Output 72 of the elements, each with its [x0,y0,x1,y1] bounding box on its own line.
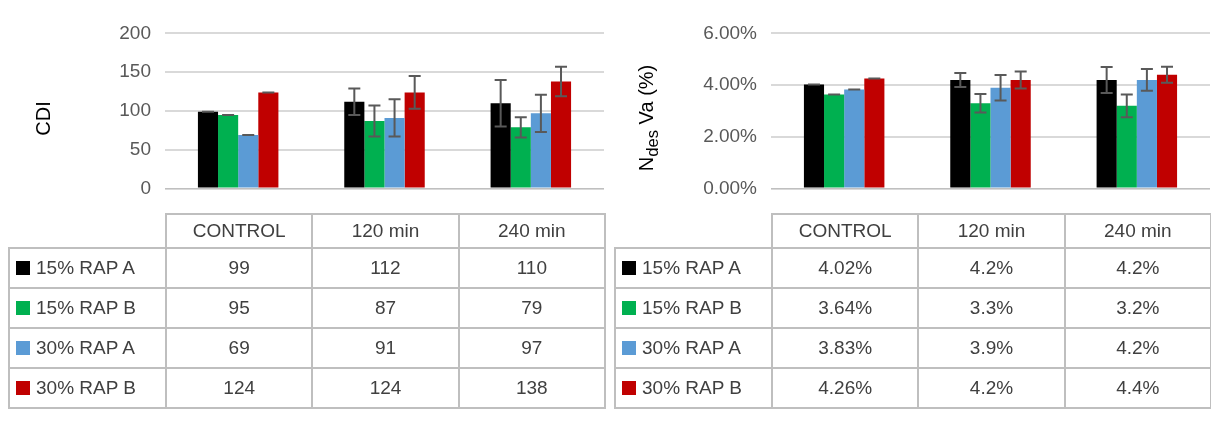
x-tick-label: 240 min [458,214,605,248]
bar [197,111,219,188]
x-tick-label: 240 min [1064,214,1211,248]
legend-label: 15% RAP A [9,248,166,288]
data-label: 3.9% [918,328,1065,368]
bar [824,94,845,188]
legend-label: 30% RAP B [9,368,166,408]
legend-label: 15% RAP B [9,288,166,328]
y-tick-label: 150 [119,60,151,82]
data-label: 95 [166,288,313,328]
data-label: 4.26% [772,368,919,408]
y-tick-label: 200 [119,21,151,43]
bar [1136,79,1157,188]
bar [550,81,572,188]
data-label: 3.64% [772,288,919,328]
bar [530,113,551,188]
x-tick-label: CONTROL [772,214,919,248]
x-tick-label: 120 min [312,214,459,248]
bar [970,103,991,188]
data-label: 97 [458,328,605,368]
data-label: 4.2% [1064,328,1211,368]
data-label: 3.2% [1064,288,1211,328]
bar [364,121,385,188]
legend-label: 15% RAP B [615,288,772,328]
bar [490,103,511,188]
data-label: 112 [312,248,459,288]
bar [238,135,259,188]
bar [404,92,425,188]
data-label: 3.83% [772,328,919,368]
data-label: 4.2% [1064,248,1211,288]
data-label: 99 [166,248,313,288]
y-tick-label: 6.00% [703,21,758,43]
bar [218,114,239,188]
y-tick-label: 100 [119,99,151,121]
bar [1156,74,1178,188]
bar [344,101,365,188]
data-label: 138 [458,368,605,408]
bar [1096,79,1117,188]
data-label: 4.2% [918,368,1065,408]
data-label: 124 [312,368,459,408]
x-tick-label: 120 min [918,214,1065,248]
data-label: 3.3% [918,288,1065,328]
legend-label: 30% RAP A [9,328,166,368]
data-label: 4.4% [1064,368,1211,408]
bar [990,87,1011,188]
y-tick-label: 0 [140,176,151,198]
legend-label: 30% RAP A [615,328,772,368]
bar [803,84,825,188]
legend-label: 15% RAP A [615,248,772,288]
bar [384,117,405,188]
y-tick-label: 0.00% [703,176,758,198]
data-label: 124 [166,368,313,408]
y-tick-label: 50 [129,138,151,160]
data-label: 4.2% [918,248,1065,288]
data-label: 79 [458,288,605,328]
x-tick-label: CONTROL [166,214,313,248]
bar [950,79,971,188]
data-label: 110 [458,248,605,288]
y-tick-label: 2.00% [703,125,758,147]
data-label: 91 [312,328,459,368]
bar [258,92,279,188]
bar [844,89,865,188]
data-label: 87 [312,288,459,328]
bar [1116,105,1137,188]
y-tick-label: 4.00% [703,73,758,95]
bar [1010,79,1031,188]
data-label: 4.02% [772,248,919,288]
bar [864,78,885,188]
bar [510,127,531,188]
y-axis-title: CDI [31,100,55,136]
data-label: 69 [166,328,313,368]
legend-label: 30% RAP B [615,368,772,408]
